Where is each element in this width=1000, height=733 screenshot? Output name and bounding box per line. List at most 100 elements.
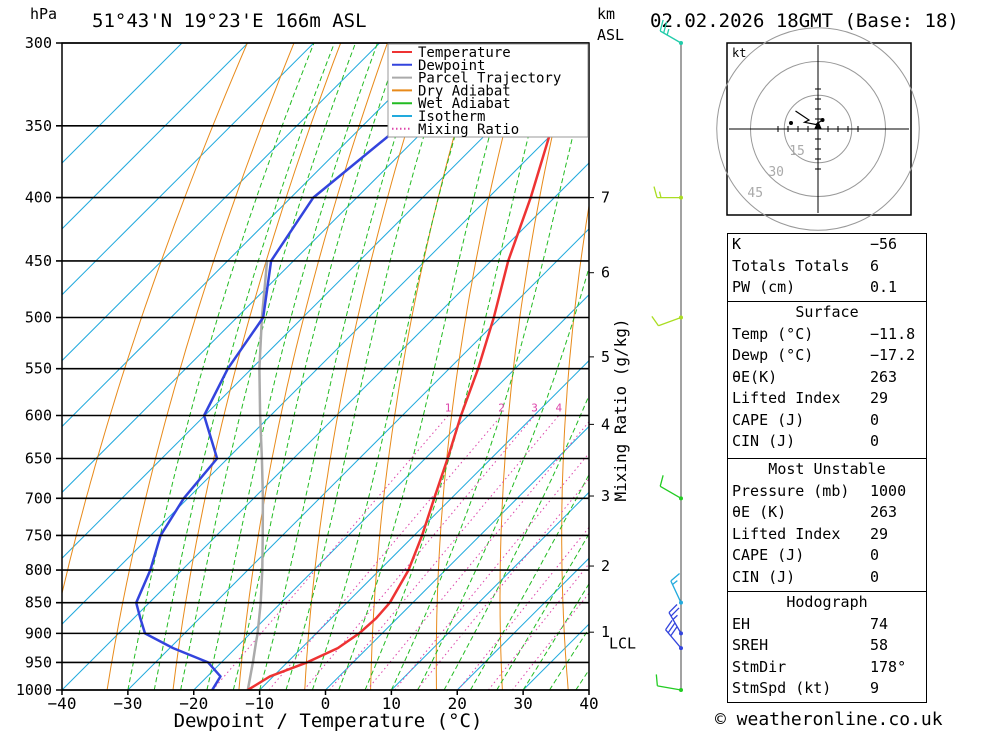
surface-li-value: 29	[870, 389, 889, 407]
mixing-ratio-line	[394, 452, 589, 690]
x-tick-label: −10	[245, 694, 274, 713]
mixing-ratio-line	[488, 562, 589, 690]
hodograph: 15 30 45 kt	[716, 27, 920, 231]
pressure-tick-label: 700	[25, 489, 52, 507]
surface-thetae-row: θE(K) 263	[728, 367, 926, 389]
sreh-value: 58	[870, 636, 889, 654]
wet-adiabat-line	[338, 43, 516, 690]
surface-cape-value: 0	[870, 410, 880, 429]
wet-adiabat-line	[259, 43, 427, 690]
legend-box	[387, 43, 589, 138]
isotherm-line	[259, 359, 589, 690]
mixing-ratio-line	[268, 415, 502, 690]
totals-row: Totals Totals 6	[728, 256, 926, 278]
isotherm-line	[62, 43, 446, 428]
pressure-tick-label: 600	[25, 406, 52, 424]
x-tick-label: −40	[48, 694, 77, 713]
wet-adiabat-line	[127, 43, 315, 690]
isotherm-line	[325, 425, 589, 690]
surface-cin-value: 0	[870, 432, 880, 450]
isotherm-line	[62, 43, 315, 296]
sreh-row: SREH 58	[728, 635, 926, 657]
wet-adiabat-line	[206, 43, 379, 690]
pressure-tick-label: 450	[25, 252, 52, 270]
wind-barb-flag	[668, 604, 678, 614]
stmdir-value: 178°	[870, 657, 907, 676]
wind-barb-flag	[670, 607, 680, 617]
hodograph-table: Hodograph EH 74 SREH 58 StmDir 178° StmSpd …	[727, 592, 927, 703]
eh-value: 74	[870, 614, 889, 633]
wind-barb	[659, 19, 683, 45]
pw-row: PW (cm) 0.1	[728, 277, 926, 299]
pressure-tick-label: 800	[25, 561, 52, 579]
legend-label-dewpoint: Dewpoint	[418, 58, 485, 74]
wind-barb-flag	[667, 623, 676, 634]
mixing-ratio-label: 3	[531, 402, 538, 415]
surface-cape-row: CAPE (J) 0	[728, 410, 926, 432]
wind-barb-shaft	[659, 485, 682, 499]
wind-barb-flag	[663, 21, 668, 34]
pressure-tick-label: 350	[25, 117, 52, 135]
dry-adiabat-line	[62, 43, 248, 596]
wind-barb-flag	[659, 19, 664, 32]
height-tick-label: 2	[601, 557, 610, 575]
mu-pressure-row: Pressure (mb) 1000	[728, 481, 926, 503]
x-tick-label: 20	[448, 694, 467, 713]
hodograph-unit-label: kt	[732, 46, 746, 60]
dry-adiabat-line	[945, 25, 1000, 690]
isotherm-line	[62, 43, 249, 230]
dry-adiabat-line	[994, 25, 1000, 690]
mu-cin-value: 0	[870, 567, 880, 586]
wind-barb-halfflag	[666, 28, 670, 36]
datetime-title: 02.02.2026 18GMT (Base: 18)	[650, 10, 959, 32]
wet-adiabat-line	[311, 43, 483, 690]
mu-thetae-value: 263	[870, 503, 898, 521]
stmdir-row: StmDir 178°	[728, 657, 926, 679]
height-tick-label: 5	[601, 348, 610, 366]
isotherm-line	[127, 228, 589, 690]
copyright-notice[interactable]: © weatheronline.co.uk	[715, 709, 943, 730]
mu-cape-value: 0	[870, 546, 880, 564]
wind-barb-flag	[655, 674, 659, 686]
pressure-tick-label: 950	[25, 653, 52, 671]
mixing-ratio-label: 20	[702, 402, 715, 415]
surface-dewp-row: Dewp (°C) −17.2	[728, 345, 926, 367]
legend-label-dry-adiabat: Dry Adiabat	[418, 83, 511, 99]
wind-barb-flag	[653, 186, 658, 198]
wind-barb-halfflag	[672, 580, 678, 586]
wet-adiabat-line	[285, 43, 454, 690]
storm-motion-marker	[814, 120, 822, 130]
wind-barb-shaft	[658, 316, 682, 327]
wind-barb-halfflag	[658, 191, 662, 198]
x-tick-label: 40	[579, 694, 598, 713]
legend-label-isotherm: Isotherm	[418, 109, 485, 125]
legend-label-temperature: Temperature	[418, 45, 511, 61]
wind-barb-flag	[665, 619, 673, 631]
k-index-value: −56	[870, 235, 898, 253]
hodograph-start-dot	[820, 118, 825, 122]
mu-li-row: Lifted Index 29	[728, 524, 926, 546]
isotherm-line	[62, 43, 183, 164]
wet-adiabat-line	[390, 67, 589, 690]
pw-value: 0.1	[870, 278, 898, 296]
hodograph-ring	[716, 27, 920, 231]
wind-barb	[659, 475, 683, 501]
index-table-basic: K −56 Totals Totals 6 PW (cm) 0.1	[727, 233, 927, 302]
totals-value: 6	[870, 256, 880, 275]
hodograph-ring-label: 15	[789, 144, 805, 159]
k-index-row: K −56	[728, 234, 926, 256]
wind-barb	[665, 619, 683, 651]
wind-barb-shaft	[657, 685, 682, 691]
wind-barb	[653, 186, 683, 200]
mixing-ratio-axis-title: Mixing Ratio (g/kg)	[611, 318, 630, 501]
isotherm-line	[62, 43, 380, 362]
surface-thetae-value: 263	[870, 367, 898, 386]
isotherm-line	[391, 491, 589, 690]
height-tick-label: 1	[601, 623, 610, 641]
height-tick-label: 4	[601, 415, 610, 433]
isotherm-line	[62, 43, 578, 559]
surface-table: Surface Temp (°C) −11.8 Dewp (°C) −17.2 θE…	[727, 302, 927, 459]
pressure-tick-label: 850	[25, 594, 52, 612]
mixing-ratio-label: 15	[673, 402, 686, 415]
